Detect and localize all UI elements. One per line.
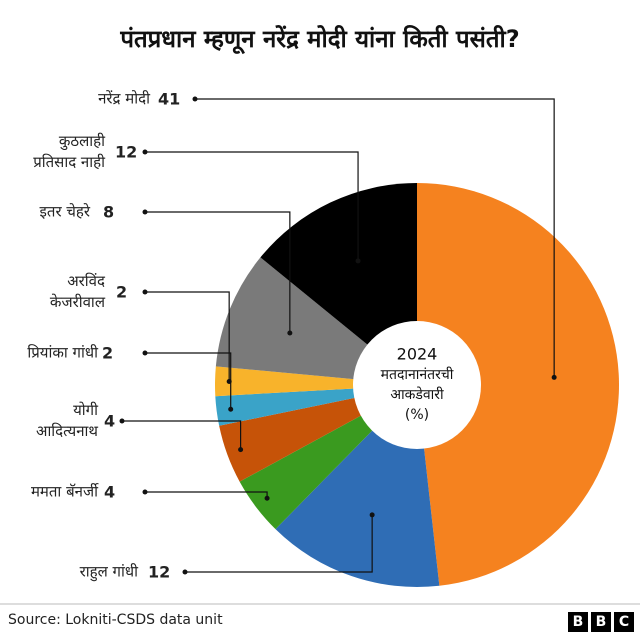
center-label: मतदानानंतरची <box>381 366 454 383</box>
leader-dot <box>142 489 148 495</box>
leader-dot <box>182 569 188 575</box>
slice-name: इतर चेहरे <box>39 202 90 221</box>
slice-value: 12 <box>115 142 138 162</box>
slice-value: 41 <box>158 89 181 109</box>
leader-dot <box>264 495 270 501</box>
leader-dot <box>142 209 148 215</box>
slice-value: 2 <box>116 282 128 302</box>
slice-name: ममता बॅनर्जी <box>30 482 98 501</box>
leader-dot <box>228 406 234 412</box>
leader-line <box>185 514 373 573</box>
leader-dot <box>226 379 232 385</box>
slice-name: नरेंद्र मोदी <box>98 89 150 108</box>
leader-line <box>145 291 230 382</box>
logo-letter: B <box>568 612 588 632</box>
pie-slice <box>417 183 619 586</box>
leader-line <box>195 98 555 378</box>
leader-line <box>145 352 232 410</box>
slice-name: कुठलाही प्रतिसाद नाही <box>33 132 105 171</box>
leader-dot <box>287 330 293 336</box>
slice-name: प्रियांका गांधी <box>27 343 98 362</box>
slice-value: 12 <box>148 562 171 582</box>
slice-name: योगी आदित्यनाथ <box>35 401 98 440</box>
center-label: (%) <box>405 407 429 423</box>
slice-value: 4 <box>104 411 116 431</box>
center-label: आकडेवारी <box>390 386 444 403</box>
leader-dot <box>142 350 148 356</box>
chart-title: पंतप्रधान म्हणून नरेंद्र मोदी यांना किती… <box>120 25 520 53</box>
logo-letter: C <box>614 612 634 632</box>
leader-dot <box>369 512 375 518</box>
leader-dot <box>142 289 148 295</box>
leader-dot <box>142 149 148 155</box>
leader-dot <box>119 418 125 424</box>
leader-dot <box>192 96 198 102</box>
slice-value: 8 <box>103 202 115 222</box>
slice-name: अरविंद केजरीवाल <box>49 272 105 311</box>
logo-letter: B <box>591 612 611 632</box>
center-hole <box>353 321 481 449</box>
leader-line <box>145 151 359 261</box>
slice-name: राहुल गांधी <box>79 562 138 581</box>
slice-value: 4 <box>104 482 116 502</box>
pie-slice <box>214 366 417 397</box>
leader-dot <box>355 258 361 264</box>
leader-dot <box>551 374 557 380</box>
source: Source: Lokniti-CSDS data unit <box>8 612 223 628</box>
leader-dot <box>238 447 244 453</box>
slice-value: 2 <box>102 343 114 363</box>
leader-line <box>145 211 291 334</box>
center-label: 2024 <box>397 345 438 364</box>
leader-line <box>122 420 242 450</box>
